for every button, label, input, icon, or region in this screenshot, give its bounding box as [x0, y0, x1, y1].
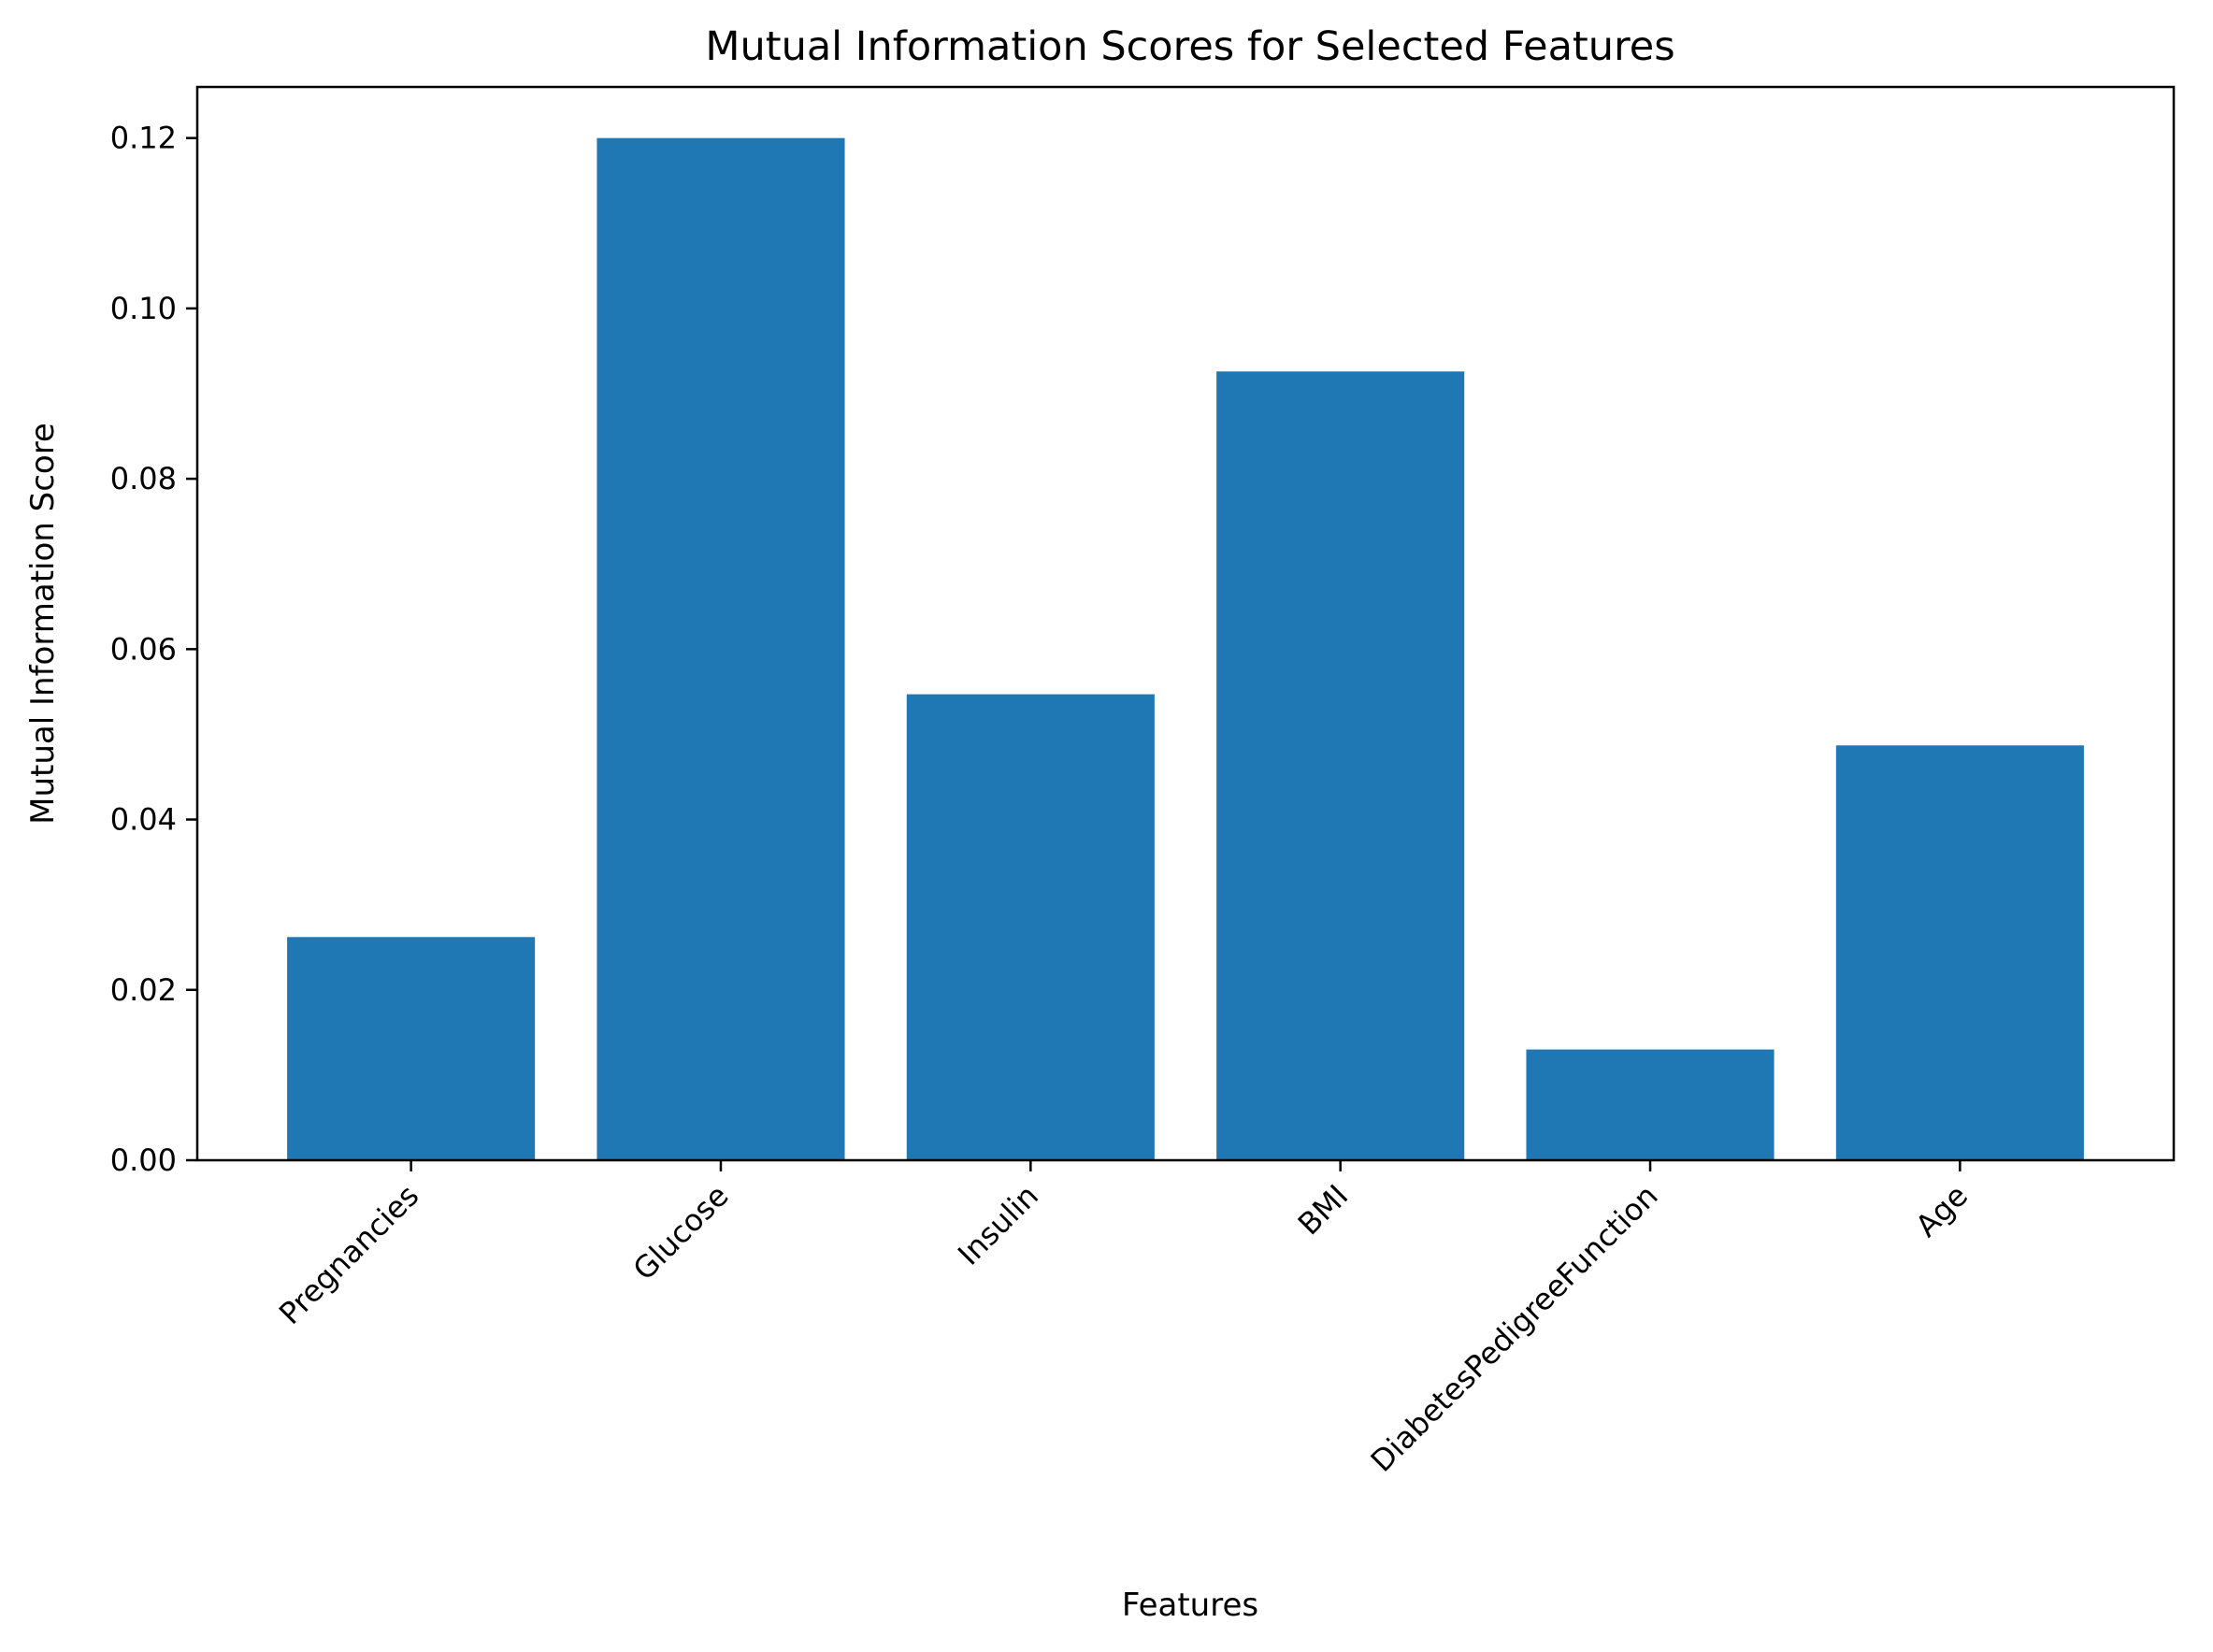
y-axis: 0.00 0.02 0.04 0.06 0.08 0.10 0.12 — [110, 121, 197, 1178]
plot-frame — [195, 85, 2176, 1162]
y-tick-label-1: 0.02 — [110, 972, 177, 1008]
y-axis-label: Mutual Information Score — [24, 423, 62, 825]
plot-area — [287, 137, 2084, 1160]
y-tick-label-5: 0.10 — [110, 291, 177, 326]
y-tick-label-6: 0.12 — [110, 121, 177, 156]
y-tick-label-0: 0.00 — [110, 1142, 177, 1178]
x-axis-label: Features — [1122, 1587, 1258, 1624]
bar-4 — [1526, 1049, 1775, 1160]
bar-5 — [1835, 745, 2084, 1160]
y-tick-label-3: 0.06 — [110, 631, 177, 667]
bar-0 — [287, 937, 536, 1160]
bar-3 — [1216, 371, 1465, 1160]
y-tick-label-2: 0.04 — [110, 802, 177, 838]
bar-2 — [906, 694, 1155, 1160]
bar-1 — [596, 137, 845, 1160]
chart-title: Mutual Information Scores for Selected F… — [705, 23, 1674, 70]
y-tick-label-4: 0.08 — [110, 461, 177, 496]
